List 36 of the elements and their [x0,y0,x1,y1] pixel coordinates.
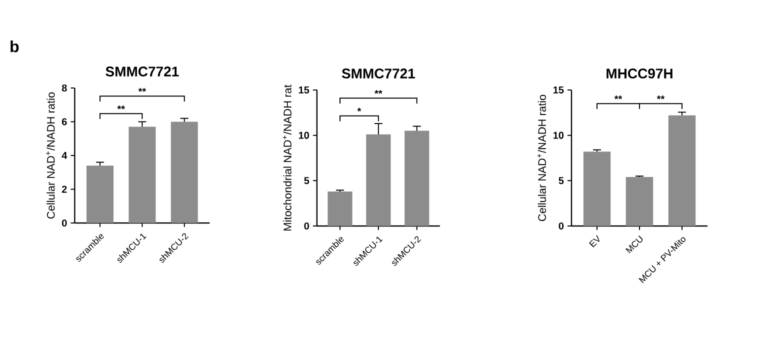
bar [583,152,611,226]
y-axis-title: Cellular NAD$^{+}$/NADH ratio [537,94,546,222]
bar [626,177,654,226]
annotation: ** [374,90,382,94]
x-tick-label: EV [589,235,600,248]
y-tick-label: 0 [558,222,564,230]
y-tick-label: 2 [62,186,67,193]
annotation: ** [656,96,665,100]
bar [404,130,430,226]
bar [86,166,114,223]
y-axis-title: Cellular NAD$^{+}$/NADH ratio [46,92,55,219]
y-tick-label: 8 [62,84,67,92]
y-axis-title: Mitochondrial NAD$^{+}$/NADH rat [282,84,292,230]
annotation: * [357,108,362,112]
bar [668,115,696,226]
y-tick-label: 15 [553,86,564,94]
y-tick-label: 6 [62,118,67,126]
chart-title: MHCC97H [606,68,672,78]
y-tick-label: 15 [298,86,310,94]
text: b [10,40,19,52]
annotation: ** [614,96,622,100]
bar [328,192,352,226]
y-tick-label: 0 [62,219,67,227]
y-tick-label: 10 [298,132,310,139]
y-tick-label: 10 [553,132,564,139]
y-tick-label: 5 [558,177,564,184]
chart-title: SMMC7721 [106,66,179,76]
bar [128,126,156,223]
bar [170,122,198,223]
chart-title: SMMC7721 [342,68,416,78]
annotation: ** [138,88,146,92]
y-tick-label: 5 [304,177,310,184]
annotation: ** [117,106,125,110]
y-tick-label: 4 [62,152,68,159]
bar [366,134,391,226]
y-tick-label: 0 [304,222,310,230]
